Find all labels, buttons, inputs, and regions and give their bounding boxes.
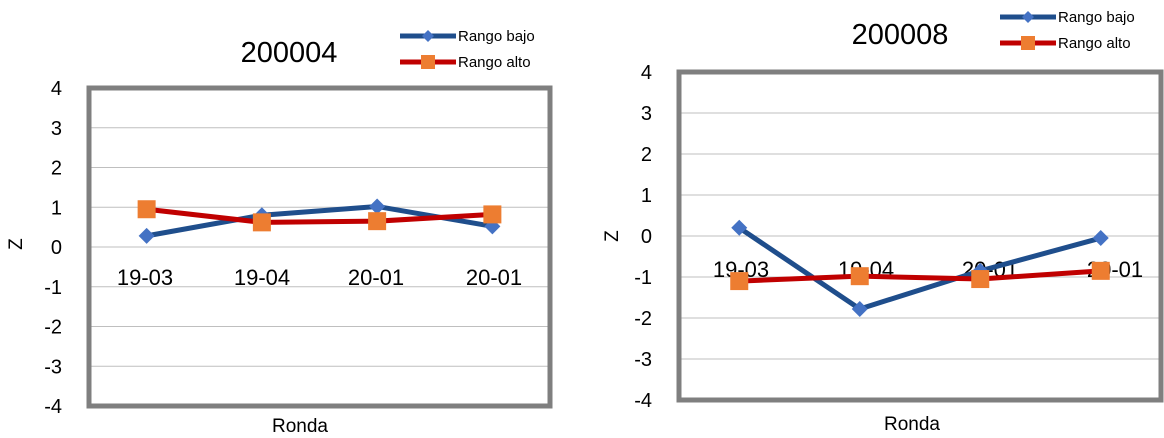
y-tick-label: 0 [641,226,652,248]
y-tick-label: 2 [641,144,652,166]
data-point-square [483,205,502,224]
data-point-square [971,270,990,289]
y-tick-label: -1 [634,267,652,289]
data-point-square [137,200,156,219]
data-point-square [730,272,749,291]
legend: Rango bajo Rango alto [1000,9,1135,52]
legend-label: Rango alto [1058,35,1131,52]
y-tick-label: -3 [634,349,652,371]
legend-marker-square [421,55,435,69]
y-tick-label: 2 [51,158,62,180]
data-point-square [368,212,387,231]
data-point-square [850,267,869,286]
y-tick-label: -3 [44,356,62,378]
legend-marker-diamond [422,30,434,42]
y-axis-label: Z [602,230,623,242]
y-tick-label: 1 [641,185,652,207]
x-category-label: 19-04 [234,265,290,290]
y-tick-label: -2 [634,308,652,330]
x-axis-label: Ronda [884,414,940,435]
series-line-2 [739,268,1101,284]
data-point-square [252,213,271,232]
chart-2: -4-3-2-10123419-0319-0420-0120-01200008Z… [602,9,1164,435]
x-category-label: 20-01 [466,265,522,290]
y-tick-label: 0 [51,237,62,259]
legend-marker-diamond [1022,11,1034,23]
chart-title: 200004 [241,37,338,69]
legend: Rango bajo Rango alto [400,28,535,71]
legend-label: Rango bajo [458,28,535,45]
data-point-diamond [851,300,868,317]
y-tick-label: 3 [641,103,652,125]
x-category-label: 20-01 [348,265,404,290]
series-line-2 [146,206,493,225]
x-axis-label: Ronda [272,416,328,437]
y-tick-label: -4 [634,390,652,412]
data-point-diamond [731,219,748,236]
series-line-1 [737,225,1102,312]
x-category-label: 19-03 [117,265,173,290]
plot-area-border [676,69,1164,403]
legend-marker-square [1021,36,1035,50]
chart-1: -4 -3 -2 -1 0 1 2 3 4 19-03 19-04 20-01 20-01 200004 Z… [6,28,553,437]
legend-label: Rango bajo [1058,9,1135,26]
legend-label: Rango alto [458,54,531,71]
data-point-diamond [1092,230,1109,247]
y-axis-label: Z [6,238,27,250]
data-point-square [1091,261,1110,280]
y-tick-label: 4 [51,78,62,100]
data-point-diamond [369,198,386,215]
y-tick-label: 4 [641,62,652,84]
y-tick-label: -4 [44,396,62,418]
y-tick-label: -2 [44,317,62,339]
y-tick-label: 3 [51,118,62,140]
y-tick-label: -1 [44,277,62,299]
chart-title: 200008 [852,19,949,51]
data-point-diamond [138,227,155,244]
plot-area-border [86,85,553,409]
y-tick-label: 1 [51,197,62,219]
